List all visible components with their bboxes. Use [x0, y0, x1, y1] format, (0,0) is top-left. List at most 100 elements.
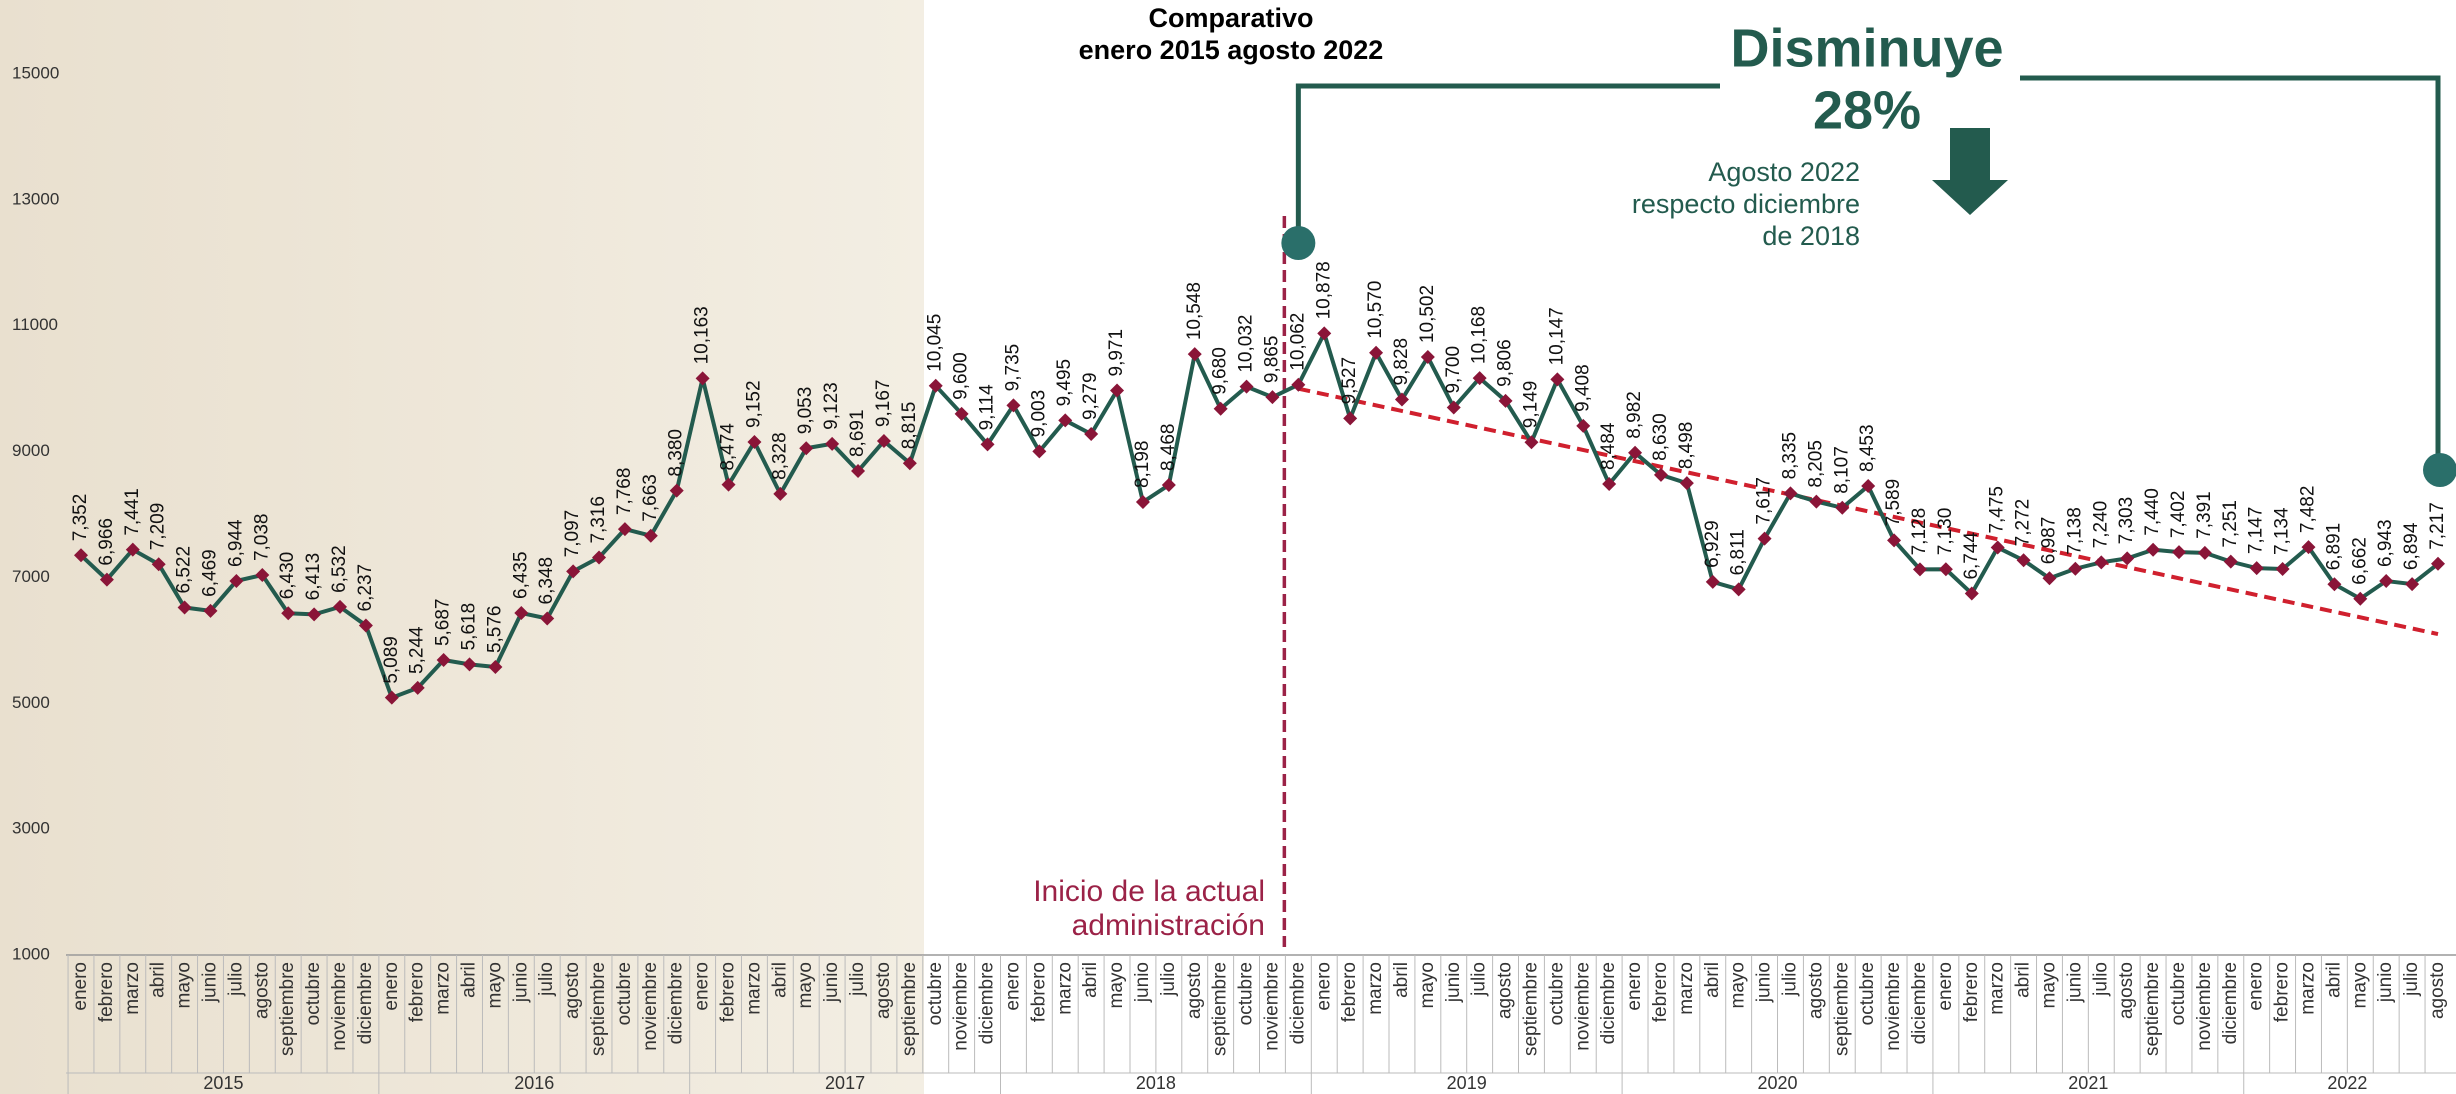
- data-label: 7,663: [640, 474, 661, 522]
- data-point: [902, 456, 917, 471]
- x-tick-label: mayo: [795, 962, 816, 1008]
- y-tick-label: 9000: [12, 441, 50, 460]
- x-tick-label: diciembre: [977, 962, 998, 1044]
- data-point: [721, 477, 736, 492]
- data-label: 6,943: [2375, 519, 2396, 567]
- data-point: [462, 657, 477, 672]
- data-point: [540, 611, 555, 626]
- x-tick-label: marzo: [1365, 962, 1386, 1015]
- data-point: [2223, 554, 2238, 569]
- data-point: [1420, 350, 1435, 365]
- x-tick-label: agosto: [873, 962, 894, 1019]
- data-label: 8,982: [1624, 391, 1645, 439]
- chart-subtitle: enero 2015 agosto 2022: [1079, 35, 1384, 65]
- x-tick-label: diciembre: [666, 962, 687, 1044]
- x-tick-label: enero: [2246, 962, 2267, 1011]
- x-tick-label: marzo: [2298, 962, 2319, 1015]
- x-tick-label: noviembre: [640, 962, 661, 1051]
- data-label: 7,251: [2220, 500, 2241, 548]
- data-label: 7,138: [2064, 507, 2085, 555]
- down-arrow: [1932, 128, 2008, 215]
- data-label: 9,495: [1054, 359, 1075, 407]
- x-tick-label: mayo: [1728, 962, 1749, 1008]
- data-point: [2301, 540, 2316, 555]
- x-tick-label: agosto: [251, 962, 272, 1019]
- data-point: [876, 434, 891, 449]
- data-label: 7,391: [2194, 491, 2215, 539]
- data-label: 6,469: [200, 549, 221, 597]
- x-tick-label: junio: [510, 962, 531, 1003]
- x-tick-label: marzo: [1676, 962, 1697, 1015]
- data-point: [2431, 556, 2445, 571]
- data-label: 9,600: [951, 352, 972, 400]
- x-tick-label: abril: [1080, 962, 1101, 998]
- x-tick-label: julio: [1779, 962, 1800, 997]
- headline-note: Agosto 2022: [1708, 157, 1860, 187]
- x-tick-label: julio: [225, 962, 246, 997]
- data-point: [1887, 533, 1902, 548]
- data-label: 8,815: [899, 402, 920, 450]
- data-point: [1705, 574, 1720, 589]
- data-label: 9,806: [1495, 339, 1516, 387]
- data-label: 8,328: [769, 432, 790, 480]
- x-tick-label: julio: [2401, 962, 2422, 997]
- x-tick-label: abril: [1391, 962, 1412, 998]
- x-tick-label: noviembre: [1883, 962, 1904, 1051]
- x-tick-label: agosto: [2427, 962, 2448, 1019]
- x-tick-label: mayo: [174, 962, 195, 1008]
- x-tick-label: diciembre: [1909, 962, 1930, 1044]
- x-tick-label: junio: [1754, 962, 1775, 1003]
- x-tick-label: septiembre: [1831, 962, 1852, 1056]
- data-point: [2068, 561, 2083, 576]
- x-tick-label: octubre: [1236, 962, 1257, 1025]
- x-tick-label: febrero: [1650, 962, 1671, 1022]
- x-tick-label: octubre: [1546, 962, 1567, 1025]
- data-label: 7,316: [588, 496, 609, 544]
- data-point: [643, 528, 658, 543]
- data-label: 7,475: [1987, 486, 2008, 534]
- x-tick-label: septiembre: [899, 962, 920, 1056]
- x-tick-label: septiembre: [1210, 962, 1231, 1056]
- data-label: 10,045: [925, 314, 946, 372]
- data-point: [1964, 586, 1979, 601]
- data-label: 7,440: [2142, 488, 2163, 536]
- data-point: [2171, 545, 2186, 560]
- data-point: [488, 660, 503, 675]
- comparison-bracket: [2020, 75, 2441, 470]
- data-point: [669, 483, 684, 498]
- x-tick-label: noviembre: [1572, 962, 1593, 1051]
- data-label: 6,662: [2349, 537, 2370, 585]
- x-tick-label: abril: [769, 962, 790, 998]
- data-point: [1343, 411, 1358, 426]
- data-label: 9,865: [1261, 336, 1282, 384]
- y-tick-label: 1000: [12, 944, 50, 963]
- y-tick-label: 7000: [12, 567, 50, 586]
- data-label: 8,198: [1132, 440, 1153, 488]
- x-tick-label: junio: [2375, 962, 2396, 1003]
- data-label: 9,408: [1572, 364, 1593, 412]
- data-point: [384, 690, 399, 705]
- data-point: [617, 522, 632, 537]
- x-tick-label: mayo: [2349, 962, 2370, 1008]
- data-point: [2197, 545, 2212, 560]
- x-tick-label: marzo: [1987, 962, 2008, 1015]
- data-point: [1394, 392, 1409, 407]
- data-point: [1135, 495, 1150, 510]
- x-tick-label: agosto: [1495, 962, 1516, 1019]
- data-label: 10,570: [1365, 281, 1386, 339]
- year-label: 2019: [1447, 1073, 1487, 1093]
- data-label: 9,279: [1080, 372, 1101, 420]
- data-label: 6,430: [277, 552, 298, 600]
- y-tick-label: 5000: [12, 693, 50, 712]
- data-label: 9,828: [1391, 338, 1412, 386]
- data-label: 9,167: [873, 380, 894, 428]
- data-point: [410, 680, 425, 695]
- x-tick-label: septiembre: [277, 962, 298, 1056]
- x-tick-label: julio: [847, 962, 868, 997]
- data-point: [1576, 418, 1591, 433]
- x-tick-label: diciembre: [1287, 962, 1308, 1044]
- data-point: [2094, 555, 2109, 570]
- x-tick-label: enero: [692, 962, 713, 1011]
- data-label: 5,089: [381, 636, 402, 684]
